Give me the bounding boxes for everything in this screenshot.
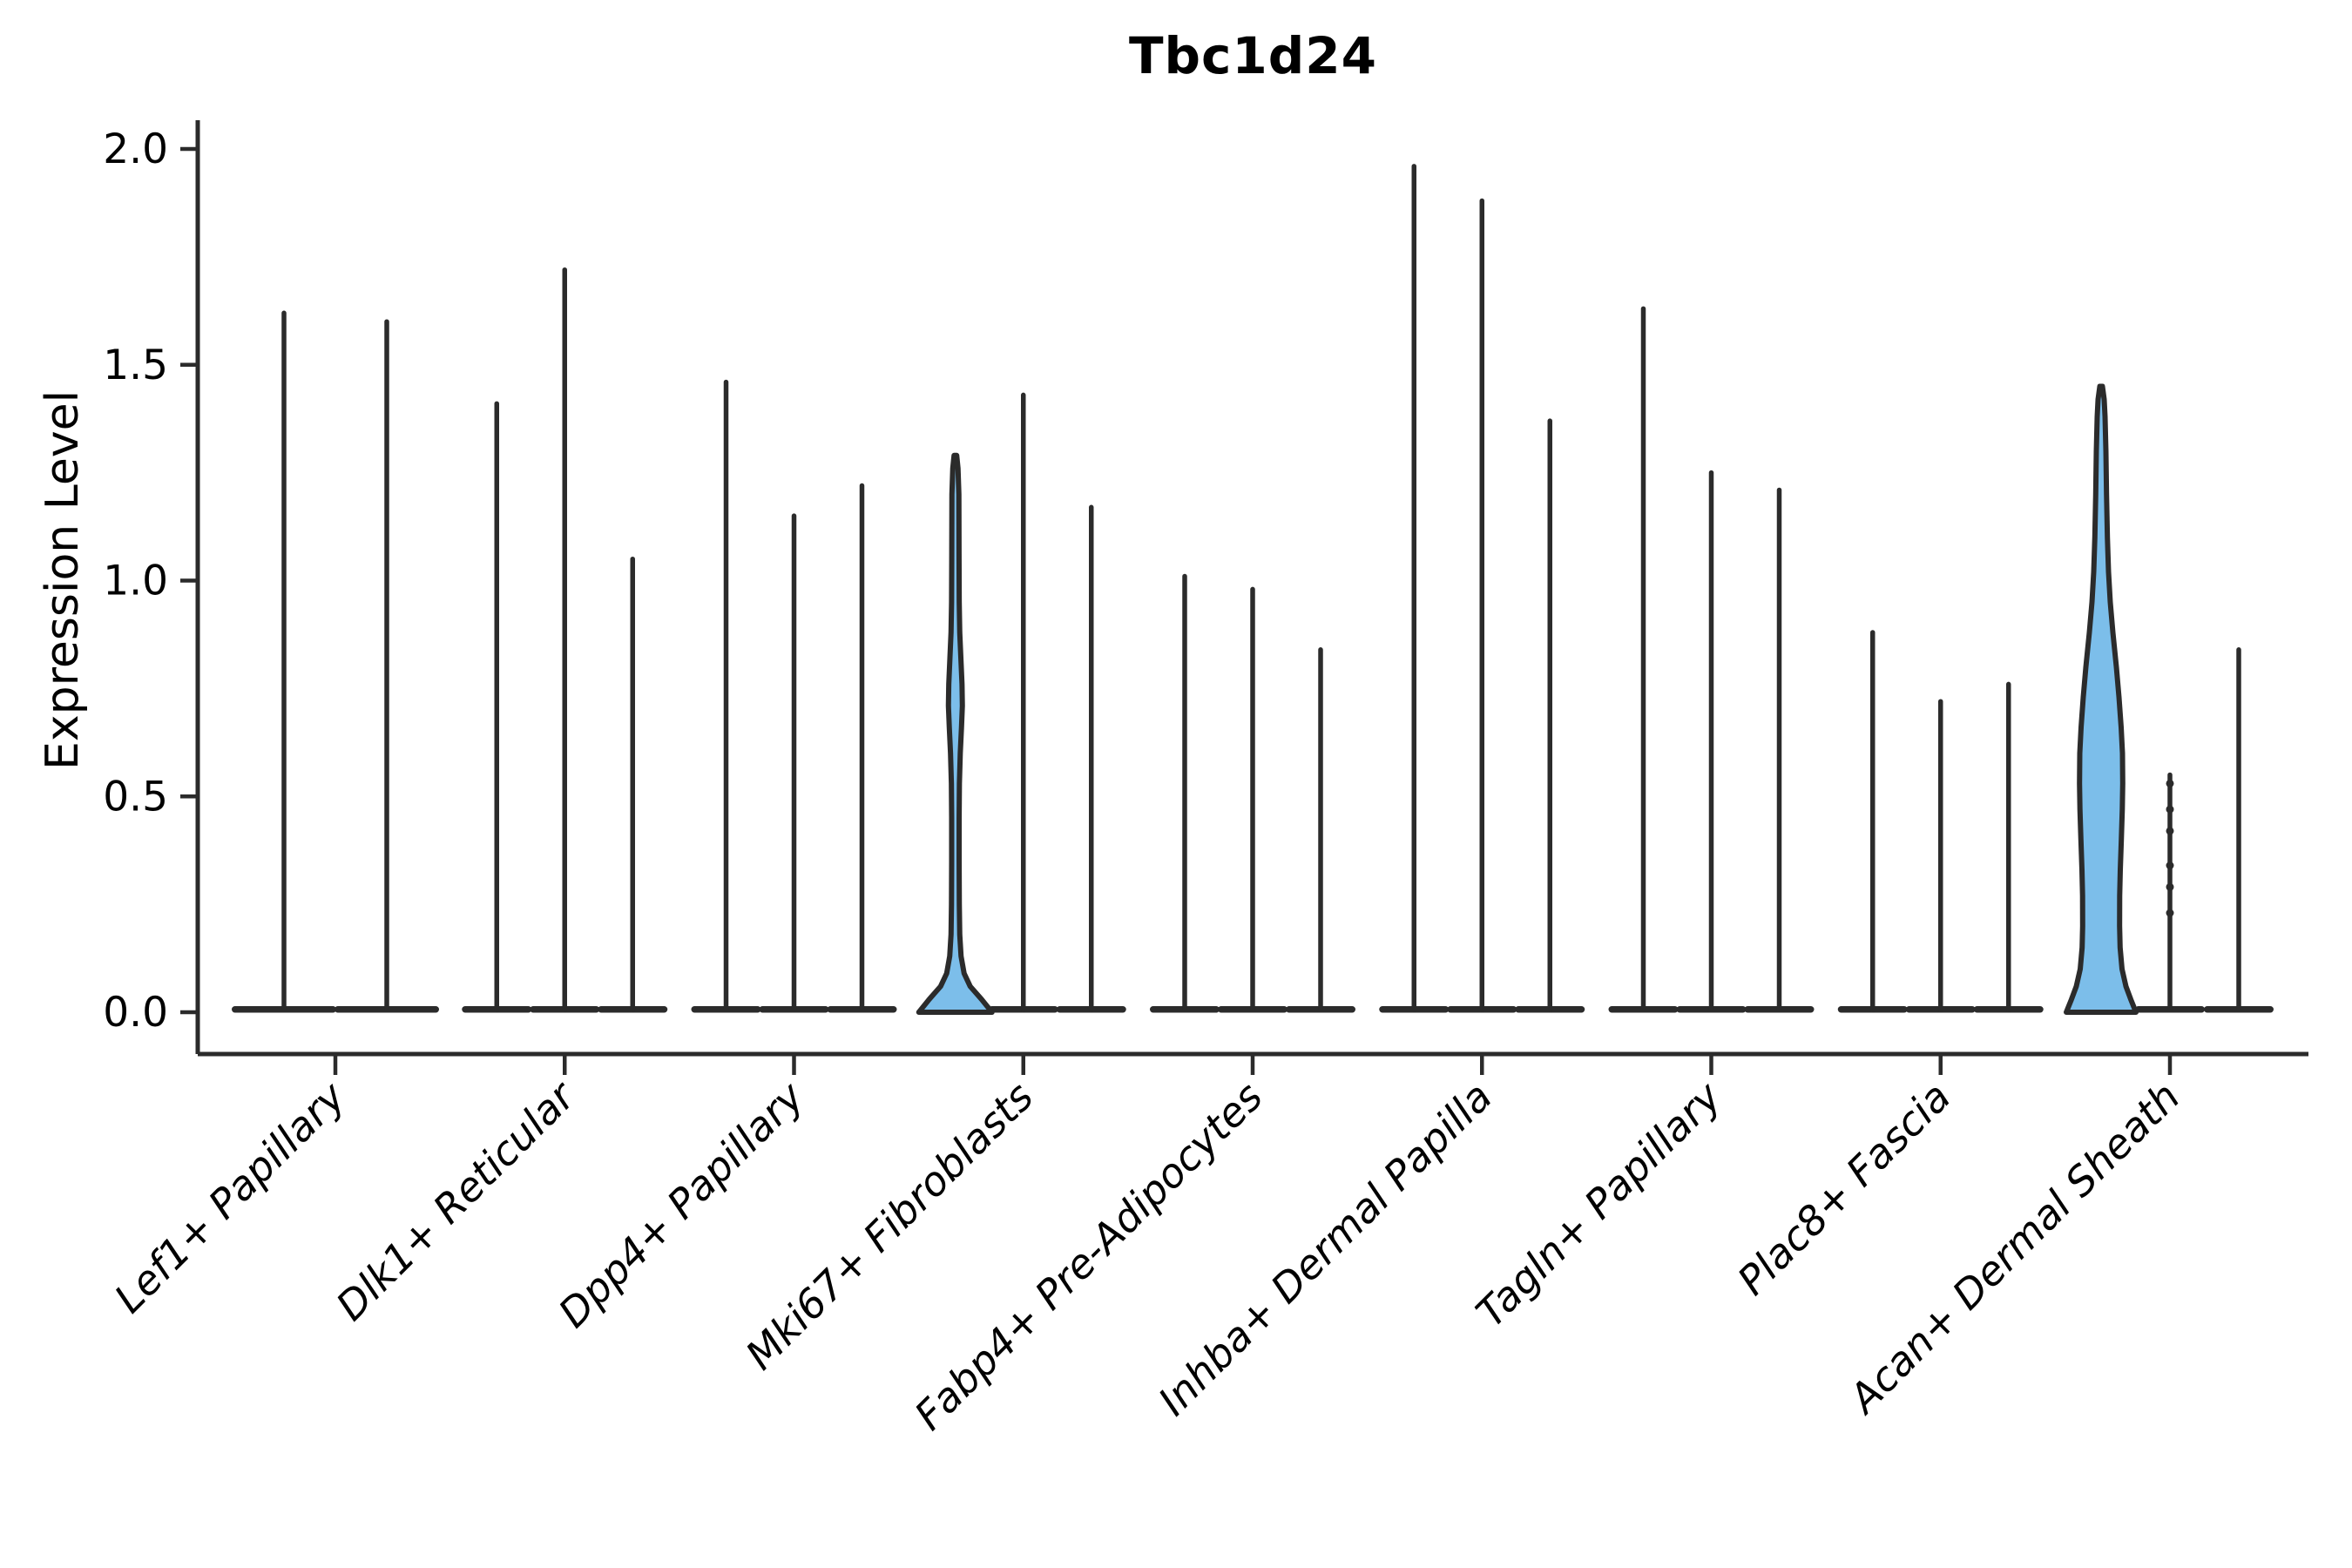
violin-point [2166,909,2174,917]
violin-filled [916,452,995,1015]
y-tick-label: 1.0 [103,558,168,605]
y-tick-label: 0.0 [103,989,168,1037]
x-tick-label: Lef1+ Papillary [105,1072,355,1321]
y-tick-label: 0.5 [103,773,168,821]
x-tick-label: Tagln+ Papillary [1467,1072,1731,1336]
violin-point [2166,882,2174,891]
violin-point [2166,827,2174,835]
x-tick-label: Plac8+ Fascia [1728,1073,1959,1304]
violin-point [2166,779,2174,787]
x-tick-label: Dlk1+ Reticular [327,1071,585,1329]
violin-point [2166,805,2174,814]
x-tick-label: Dpp4+ Papillary [550,1072,814,1336]
violin-point [2166,862,2174,870]
violin-filled [2064,383,2139,1015]
y-tick-label: 1.5 [103,341,168,389]
chart-title: Tbc1d24 [1128,26,1378,85]
y-tick-label: 2.0 [103,125,168,173]
